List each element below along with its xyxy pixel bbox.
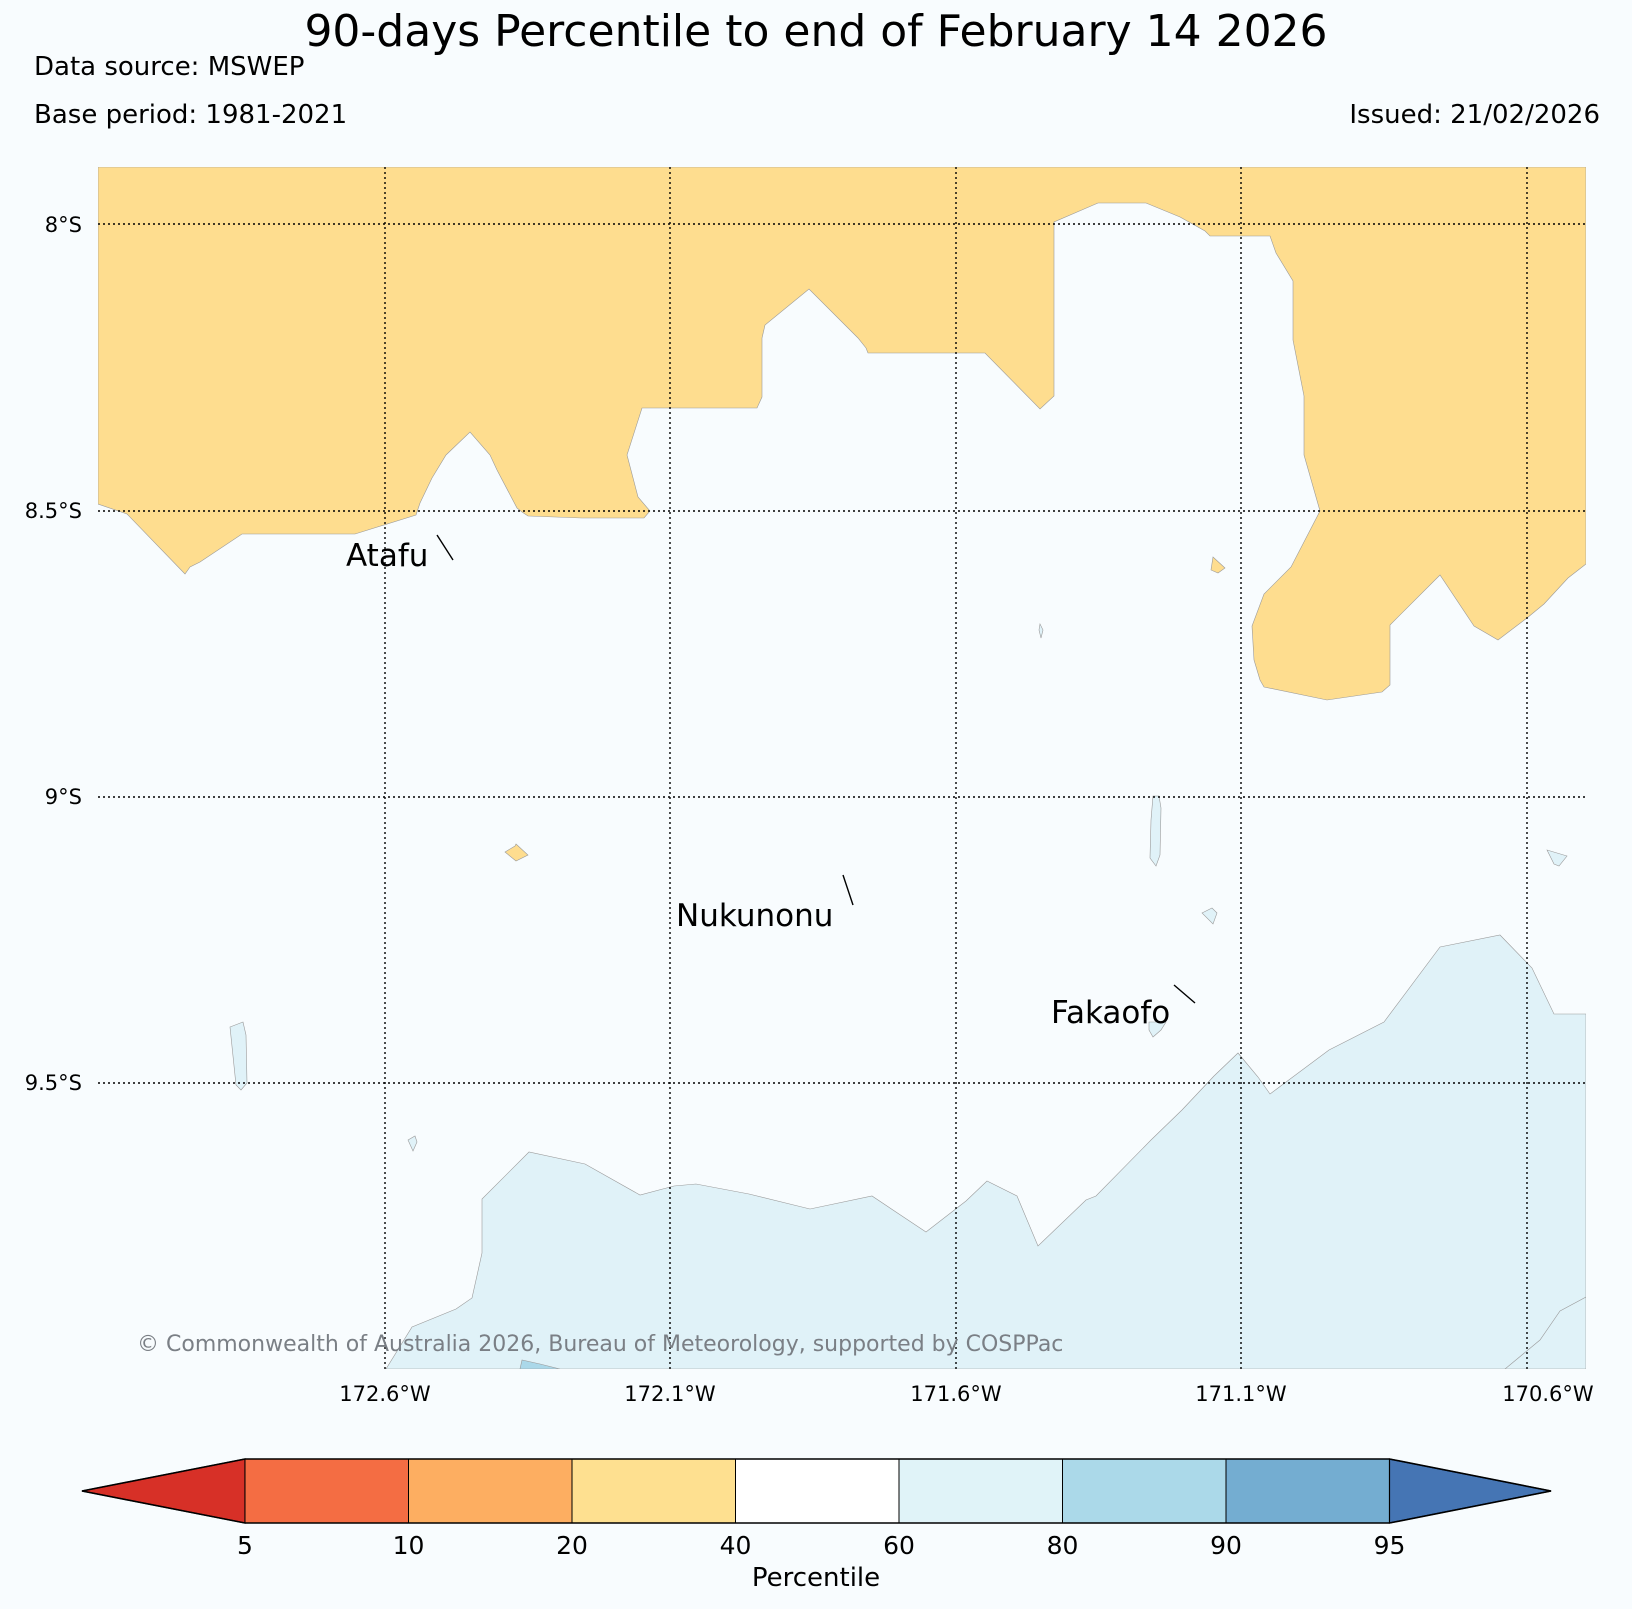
lon-label: 172.6°W <box>339 1382 431 1406</box>
percentile-region-80-90 <box>519 1359 561 1369</box>
lat-label: 9°S <box>45 785 82 809</box>
colorbar-extend-high <box>1388 1458 1552 1524</box>
percentile-region-60-80-islet <box>1546 849 1568 867</box>
lon-label: 172.1°W <box>624 1382 716 1406</box>
graticule <box>98 167 1586 1369</box>
percentile-region-60-80-islet <box>1201 907 1218 925</box>
colorbar-bin <box>571 1458 736 1524</box>
map-area <box>98 167 1586 1369</box>
fakaofo-marker <box>1173 984 1196 1004</box>
place-label-atafu: Atafu <box>346 538 428 574</box>
colorbar-tick-label: 10 <box>393 1531 425 1560</box>
colorbar-bin <box>735 1458 900 1524</box>
colorbar-tick-label: 95 <box>1374 1531 1406 1560</box>
colorbar-extend-low <box>81 1458 246 1524</box>
colorbar-bin <box>244 1458 409 1524</box>
percentile-region-60-80-islet <box>1504 1296 1586 1369</box>
lat-label: 8.5°S <box>25 499 82 523</box>
percentile-region-60-80-islet <box>407 1135 418 1152</box>
percentile-region-60-80 <box>385 934 1586 1369</box>
map-title: 90-days Percentile to end of February 14… <box>304 6 1328 57</box>
atafu-marker <box>436 534 454 561</box>
issued-date-label: Issued: 21/02/2026 <box>1349 100 1600 130</box>
percentile-region-60-80-islet <box>229 1021 248 1091</box>
lat-label: 9.5°S <box>25 1071 82 1095</box>
percentile-region-20-40-islet <box>1210 556 1226 574</box>
place-label-nukunonu: Nukunonu <box>676 898 833 934</box>
lon-label: 170.6°W <box>1502 1382 1594 1406</box>
percentile-region-60-80-islet <box>1149 795 1162 867</box>
nukunonu-marker <box>842 874 854 906</box>
copyright-notice: © Commonwealth of Australia 2026, Bureau… <box>137 1332 1063 1357</box>
colorbar-tick-label: 40 <box>720 1531 752 1560</box>
colorbar-tick-label: 60 <box>883 1531 915 1560</box>
colorbar-outline <box>81 1458 1552 1524</box>
colorbar-title: Percentile <box>752 1563 880 1593</box>
colorbar-tick-label: 80 <box>1047 1531 1079 1560</box>
colorbar-tick-label: 5 <box>237 1531 253 1560</box>
colorbar-bin <box>1225 1458 1390 1524</box>
data-source-label: Data source: MSWEP <box>34 52 305 82</box>
place-label-fakaofo: Fakaofo <box>1051 995 1170 1031</box>
lat-label: 8°S <box>45 213 82 237</box>
percentile-region-60-80-islet <box>1148 1021 1167 1038</box>
base-period-label: Base period: 1981-2021 <box>34 100 348 130</box>
percentile-region-20-40 <box>98 167 1586 701</box>
colorbar: 5 10 20 40 60 80 90 95 <box>81 1458 1552 1560</box>
lon-label: 171.6°W <box>910 1382 1002 1406</box>
colorbar-bin <box>1062 1458 1227 1524</box>
colorbar-bin <box>408 1458 573 1524</box>
percentile-region-40-60-islet <box>1038 623 1044 639</box>
colorbar-tick-label: 20 <box>556 1531 588 1560</box>
lon-label: 171.1°W <box>1195 1382 1287 1406</box>
colorbar-bin <box>898 1458 1063 1524</box>
colorbar-tick-label: 90 <box>1210 1531 1242 1560</box>
percentile-region-20-40-islet <box>504 843 529 862</box>
